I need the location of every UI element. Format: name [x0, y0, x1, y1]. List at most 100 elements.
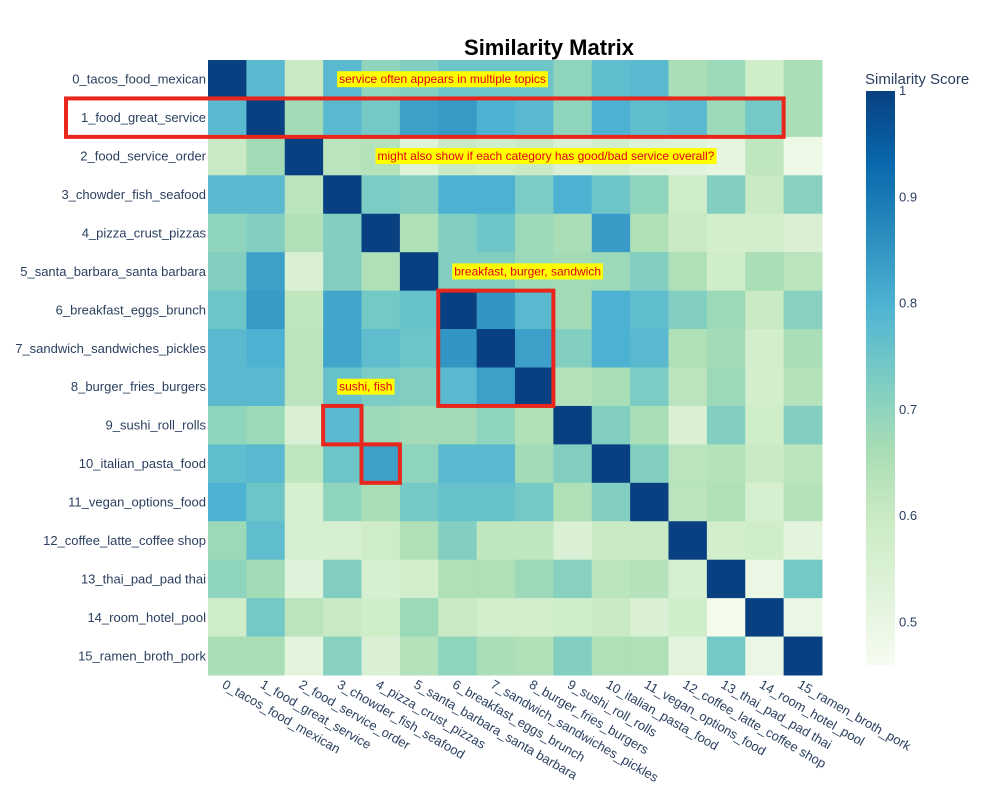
- heatmap-cell: [706, 636, 746, 676]
- y-tick-label: 10_italian_pasta_food: [79, 456, 206, 471]
- heatmap-cell: [208, 329, 247, 368]
- heatmap-cell: [399, 444, 439, 484]
- heatmap-cell: [476, 175, 516, 215]
- heatmap-cell: [399, 329, 439, 368]
- heatmap-cell: [208, 405, 247, 445]
- heatmap-cell: [630, 367, 670, 407]
- heatmap-cell: [630, 60, 670, 99]
- heatmap-cell: [438, 213, 478, 253]
- heatmap-cell: [668, 405, 708, 445]
- heatmap-cell: [515, 598, 554, 638]
- heatmap-cell: [208, 136, 247, 176]
- annotation-background: [375, 148, 717, 165]
- y-tick-label: 0_tacos_food_mexican: [72, 72, 206, 87]
- highlight-boxes: [64, 96, 786, 485]
- heatmap-cell: [706, 444, 746, 484]
- heatmap-cell: [476, 444, 516, 484]
- heatmap-cell: [745, 175, 785, 215]
- heatmap-cell: [553, 559, 593, 599]
- heatmap-cell: [208, 175, 247, 215]
- heatmap-cell: [361, 175, 401, 215]
- heatmap-cell: [745, 98, 785, 138]
- heatmap-cell: [323, 559, 363, 599]
- heatmap-cell: [706, 290, 746, 330]
- heatmap-cell: [399, 367, 439, 407]
- heatmap-cell: [591, 290, 631, 330]
- heatmap-cell: [706, 598, 746, 638]
- heatmap-cell: [706, 521, 746, 561]
- heatmap-cell: [591, 598, 631, 638]
- heatmap-cell: [706, 329, 746, 368]
- y-tick-label: 12_coffee_latte_coffee shop: [43, 533, 206, 548]
- annotation-text: sushi, fish: [339, 380, 392, 394]
- heatmap-cell: [438, 405, 478, 445]
- colorbar-title: Similarity Score: [865, 71, 969, 88]
- heatmap-cell: [438, 598, 478, 638]
- heatmap-cell: [361, 521, 401, 561]
- heatmap-cell: [246, 559, 286, 599]
- heatmap-cell: [515, 329, 554, 368]
- heatmap-cell: [668, 213, 708, 253]
- heatmap-cell: [783, 329, 823, 368]
- highlight-box: [436, 288, 556, 408]
- heatmap-cell: [783, 559, 823, 599]
- heatmap-cell: [399, 482, 439, 522]
- heatmap-cell: [706, 175, 746, 215]
- heatmap-cell: [246, 482, 286, 522]
- heatmap-cell: [399, 252, 439, 292]
- y-tick-label: 5_santa_barbara_santa barbara: [20, 264, 207, 279]
- heatmap-cell: [476, 405, 516, 445]
- heatmap-cell: [630, 405, 670, 445]
- annotation-text: service often appears in multiple topics: [339, 72, 546, 86]
- heatmap-cell: [553, 405, 593, 445]
- heatmap-cell: [706, 405, 746, 445]
- heatmap-cell: [284, 213, 324, 253]
- heatmap-cell: [246, 213, 286, 253]
- heatmap-cell: [476, 559, 516, 599]
- heatmap-cell: [668, 521, 708, 561]
- heatmap-cell: [323, 98, 363, 138]
- annotation: sushi, fish: [337, 378, 395, 395]
- heatmap-cell: [630, 482, 670, 522]
- highlight-box: [321, 403, 364, 447]
- heatmap-cell: [553, 636, 593, 676]
- heatmap-cell: [668, 444, 708, 484]
- heatmap-cell: [323, 175, 363, 215]
- heatmap-cell: [630, 290, 670, 330]
- heatmap-cell: [553, 329, 593, 368]
- heatmap-cell: [284, 290, 324, 330]
- heatmap-cell: [783, 98, 823, 138]
- heatmap-cell: [706, 213, 746, 253]
- heatmap-cell: [591, 367, 631, 407]
- heatmap-cell: [284, 136, 324, 176]
- heatmap-cell: [630, 213, 670, 253]
- heatmap-cell: [361, 444, 401, 484]
- heatmap-cell: [745, 598, 785, 638]
- heatmap-cell: [591, 405, 631, 445]
- heatmap-cell: [208, 213, 247, 253]
- heatmap-cell: [323, 290, 363, 330]
- heatmap-cell: [783, 598, 823, 638]
- heatmap-cell: [399, 521, 439, 561]
- heatmap-cell: [399, 405, 439, 445]
- annotation-background: [452, 263, 603, 280]
- heatmap-cell: [553, 444, 593, 484]
- y-tick-label: 13_thai_pad_pad thai: [81, 571, 206, 586]
- y-tick-label: 7_sandwich_sandwiches_pickles: [15, 341, 206, 356]
- heatmap-cell: [553, 482, 593, 522]
- heatmap-cell: [438, 636, 478, 676]
- y-tick-label: 6_breakfast_eggs_brunch: [56, 302, 206, 317]
- heatmap-cell: [246, 444, 286, 484]
- heatmap-cell: [438, 482, 478, 522]
- y-tick-label: 14_room_hotel_pool: [87, 610, 206, 625]
- heatmap-cell: [783, 60, 823, 99]
- heatmap-cell: [246, 636, 286, 676]
- heatmap-cell: [553, 213, 593, 253]
- heatmap-cell: [783, 521, 823, 561]
- heatmap-cell: [515, 175, 554, 215]
- heatmap-cell: [476, 367, 516, 407]
- y-axis-tick-labels: 0_tacos_food_mexican 1_food_great_service…: [15, 72, 207, 664]
- heatmap-cell: [208, 98, 247, 138]
- heatmap-cell: [323, 598, 363, 638]
